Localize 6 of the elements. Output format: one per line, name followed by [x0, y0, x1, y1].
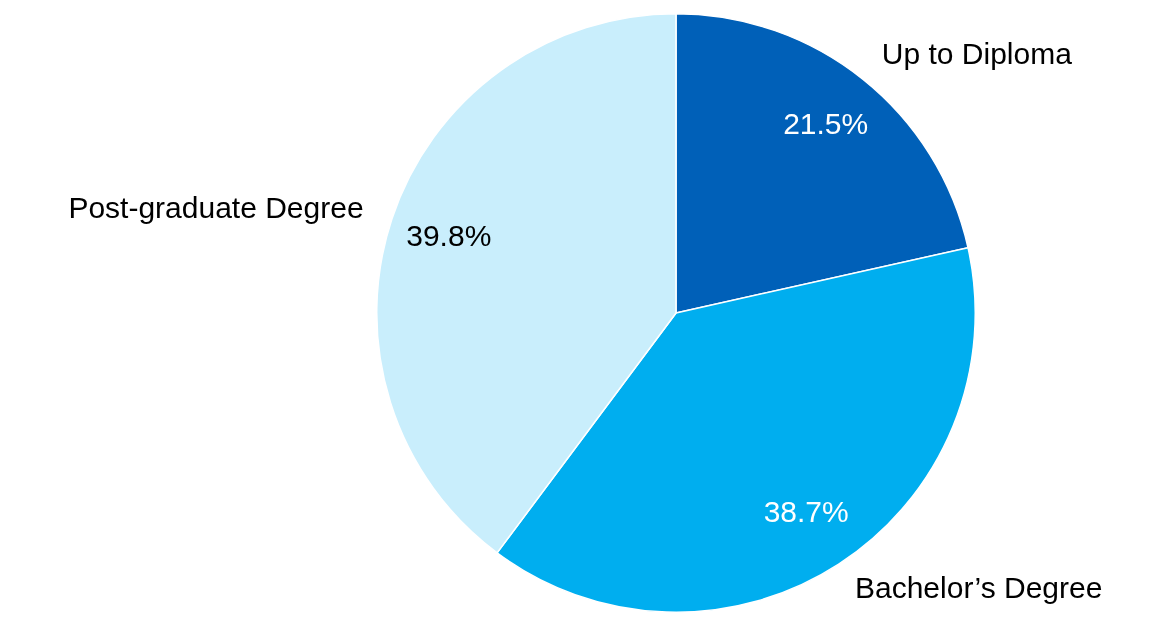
slice-label: Bachelor’s Degree: [854, 570, 1103, 604]
slice-label: Post-graduate Degree: [68, 190, 364, 224]
slice-label: Up to Diploma: [881, 37, 1073, 71]
data-label: 21.5%: [783, 107, 869, 141]
data-label: 38.7%: [763, 495, 849, 529]
data-label: 39.8%: [406, 218, 492, 252]
